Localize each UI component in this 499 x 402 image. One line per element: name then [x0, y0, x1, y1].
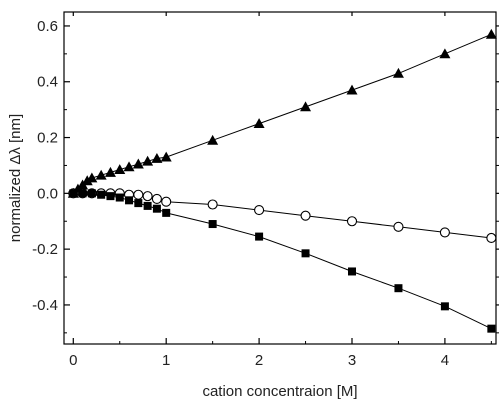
square-marker [162, 208, 171, 217]
y-tick-label: 0.0 [37, 185, 58, 202]
triangle-marker [160, 151, 172, 162]
circle-marker [300, 210, 311, 221]
square-marker [69, 189, 78, 198]
circle-marker [439, 227, 450, 238]
triangle-marker [439, 48, 451, 59]
triangle-marker [300, 101, 312, 112]
triangle-marker [346, 84, 358, 95]
square-marker [78, 189, 87, 198]
y-axis-title: normalized Δλ [nm] [7, 114, 24, 242]
x-tick-label: 3 [348, 352, 356, 369]
triangle-marker [207, 134, 219, 145]
axis-ticks [64, 12, 499, 344]
triangle-marker [151, 152, 163, 163]
square-marker [255, 232, 264, 241]
plot-frame [63, 11, 497, 345]
square-marker [208, 220, 217, 229]
square-marker [97, 190, 106, 199]
square-marker [125, 196, 134, 205]
triangle-marker [142, 155, 154, 166]
x-tick-label: 0 [69, 352, 77, 369]
square-marker [487, 324, 496, 333]
x-tick-label: 2 [255, 352, 263, 369]
circle-marker [207, 199, 218, 210]
circle-marker [142, 191, 153, 202]
square-marker [143, 201, 152, 210]
y-tick-label: 0.4 [37, 74, 58, 91]
triangle-marker [253, 118, 265, 128]
circle-marker [486, 232, 497, 244]
triangle-marker [95, 169, 107, 180]
y-tick-label: 0.6 [37, 18, 58, 35]
x-tick-label: 1 [162, 352, 170, 369]
circle-marker [151, 193, 162, 204]
triangle-marker [104, 166, 116, 177]
triangle-marker [86, 172, 98, 183]
series-lines [72, 33, 492, 330]
x-axis-title: cation concentraion [M] [202, 383, 357, 400]
y-tick-label: 0.2 [37, 130, 58, 147]
square-marker [152, 204, 161, 213]
circle-marker [133, 189, 144, 200]
y-tick-label: -0.2 [32, 241, 58, 258]
triangle-marker [114, 164, 126, 175]
square-marker [134, 199, 143, 208]
triangle-marker [485, 28, 497, 39]
series-line-0 [72, 33, 492, 194]
triangle-marker [132, 158, 144, 169]
series-line-2 [73, 192, 492, 330]
circle-marker [161, 196, 172, 207]
square-marker [440, 302, 449, 311]
circle-marker [346, 216, 358, 227]
y-tick-label: -0.4 [32, 297, 58, 314]
square-marker [348, 267, 356, 276]
x-tick-label: 4 [441, 352, 449, 369]
triangle-marker [392, 67, 404, 78]
square-marker [106, 192, 115, 201]
series-markers [67, 28, 497, 333]
tick-labels: 0 1 2 3 4 -0.4 -0.2 0.0 0.2 0.4 0.6 [32, 18, 449, 369]
triangle-marker [81, 175, 93, 186]
square-marker [115, 193, 124, 202]
circle-marker [254, 205, 265, 216]
circle-marker [393, 221, 404, 232]
square-marker [87, 189, 96, 198]
square-marker [301, 249, 310, 258]
square-marker [394, 284, 403, 293]
triangle-marker [123, 161, 135, 172]
